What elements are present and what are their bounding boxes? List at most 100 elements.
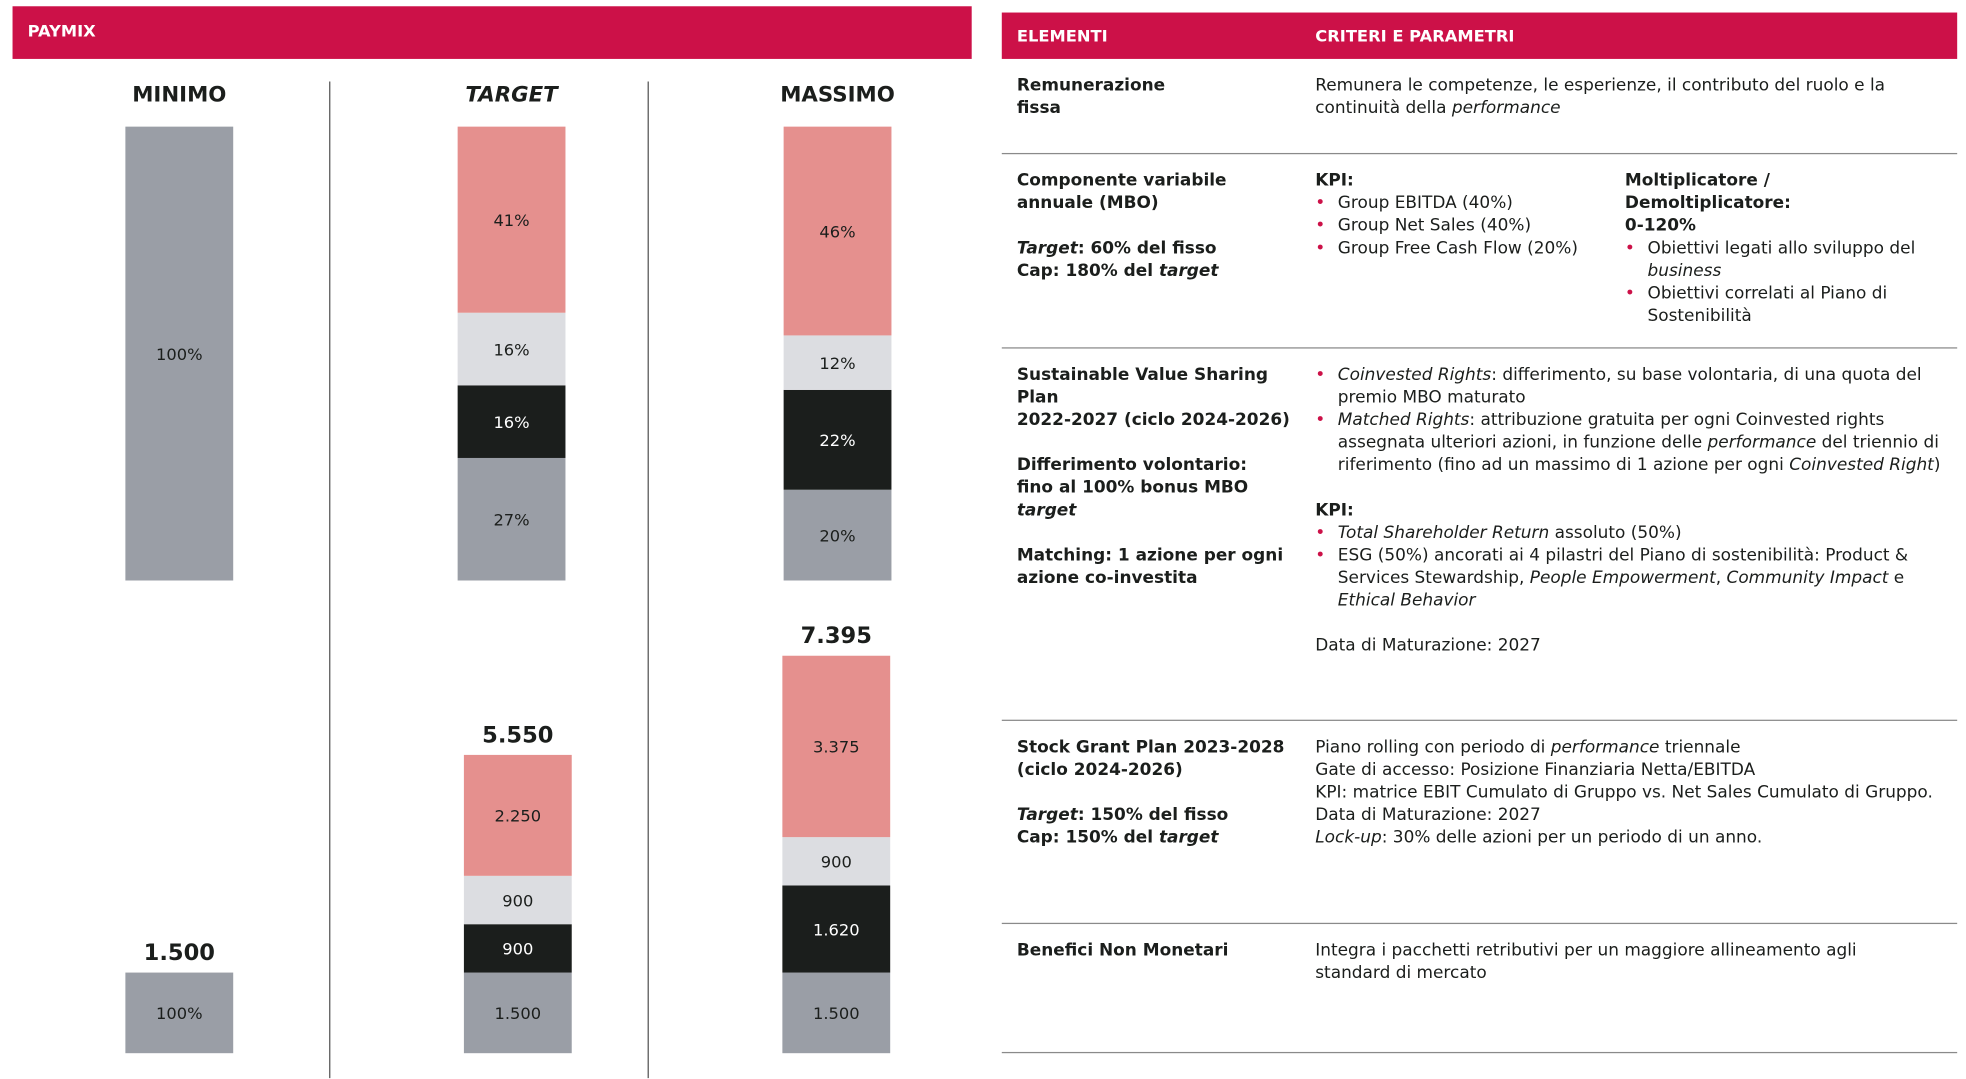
share-label: 16% (493, 413, 529, 432)
amount-label: 900 (502, 940, 533, 959)
criteria-cell: Coinvested Rights: differimento, su base… (1315, 364, 1942, 680)
paragraph: Componente variabile annuale (MBO) (1017, 169, 1299, 214)
paragraph: Data di Maturazione: 2027 (1315, 634, 1942, 657)
text: del triennio di riferimento (fino ad un … (1337, 432, 1939, 476)
paragraph: Integra i pacchetti retributivi per un m… (1315, 939, 1942, 984)
italic-text: target (1158, 260, 1219, 281)
bullet-list: Obiettivi legati allo sviluppo del busin… (1625, 237, 1916, 327)
text: KPI: (1315, 500, 1354, 521)
share-label: 12% (819, 354, 855, 373)
share-label: 20% (819, 526, 855, 545)
paragraph: Sustainable Value Sharing Plan 2022-2027… (1017, 364, 1299, 432)
italic-text: business (1647, 260, 1722, 281)
text: Group Free Cash Flow (20%) (1337, 238, 1578, 259)
share-segment (457, 126, 566, 313)
italic-text: target (1158, 827, 1219, 848)
text: KPI: (1315, 170, 1354, 191)
text: Piano rolling con periodo di (1315, 737, 1551, 758)
italic-text: Total Shareholder Return (1337, 522, 1550, 543)
amount-label: 1.500 (495, 1004, 542, 1023)
text: Obiettivi correlati al Piano di Sostenib… (1647, 283, 1888, 326)
criteria-cell: Moltiplicatore / Demoltiplicatore: 0-120… (1625, 169, 1916, 350)
text: ESG (50%) ancorati ai 4 pilastri del Pia… (1337, 545, 1909, 589)
header-cell: ELEMENTI (1016, 27, 1108, 47)
share-segment (457, 385, 566, 458)
element-cell: Componente variabile annuale (MBO) Target… (1017, 169, 1299, 304)
italic-text: performance (1550, 737, 1660, 758)
paragraph: Target: 60% del fisso Cap: 180% del targ… (1017, 237, 1299, 282)
text: Matching: 1 azione per ogni azione co-in… (1016, 545, 1284, 589)
criteria-cell: Remunera le competenze, le esperienze, i… (1315, 74, 1942, 142)
text: assoluto (50%) (1549, 522, 1682, 543)
text: Sustainable Value Sharing Plan 2022-2027… (1016, 364, 1290, 431)
paragraph: Piano rolling con periodo di performance… (1315, 736, 1942, 849)
criteria-cell: Piano rolling con periodo di performance… (1315, 736, 1942, 871)
amount-segment (782, 972, 891, 1054)
text: Data di Maturazione: 2027 (1315, 635, 1541, 656)
share-segment (783, 126, 892, 336)
share-segment (457, 457, 566, 581)
amount-segment (463, 924, 572, 973)
text: ) (1933, 455, 1941, 476)
bullet-item: Coinvested Rights: differimento, su base… (1315, 364, 1942, 409)
heading: KPI: (1315, 499, 1942, 522)
italic-text: Ethical Behavior (1337, 590, 1476, 611)
column-heading: MINIMO (132, 83, 226, 108)
total-label: 5.550 (482, 722, 553, 748)
italic-text: Target (1016, 804, 1078, 826)
paragraph: Target: 150% del fisso Cap: 150% del tar… (1017, 804, 1299, 849)
table-row: Componente variabile annuale (MBO) Target… (1001, 154, 1958, 350)
text: Benefici Non Monetari (1016, 940, 1229, 961)
paragraph: Remunerazione fissa (1017, 74, 1299, 119)
element-cell: Remunerazione fissa (1017, 74, 1299, 142)
bullet-list: Total Shareholder Return assoluto (50%)E… (1315, 522, 1942, 612)
bullet-item: Obiettivi correlati al Piano di Sostenib… (1625, 282, 1916, 327)
text: Obiettivi legati allo sviluppo del (1647, 238, 1916, 259)
total-label: 1.500 (144, 940, 215, 966)
italic-text: Community Impact (1726, 567, 1889, 589)
bullet-item: Group Net Sales (40%) (1315, 214, 1917, 237)
amount-segment (463, 754, 572, 876)
amount-segment (125, 972, 234, 1054)
paymix-header: PAYMIX (12, 6, 972, 59)
bullet-item: Matched Rights: attribuzione gratuita pe… (1315, 409, 1942, 477)
italic-text: Target (1016, 238, 1078, 259)
text: , (1715, 567, 1727, 589)
italic-text: Coinvested Rights (1337, 364, 1492, 385)
share-segment (125, 126, 234, 581)
paymix-title: PAYMIX (27, 22, 96, 42)
text: : 60% del fisso Cap: 180% del (1016, 238, 1217, 281)
italic-text: People Empowerment (1529, 567, 1716, 589)
italic-text: Coinvested Right (1789, 455, 1934, 476)
table-row: Stock Grant Plan 2023-2028 (ciclo 2024-2… (1001, 721, 1958, 925)
share-segment (457, 312, 566, 386)
bullet-item: Group EBITDA (40%) (1315, 192, 1917, 215)
criteria-cell: KPI:Group EBITDA (40%)Group Net Sales (4… (1315, 169, 1917, 282)
heading: KPI: (1315, 169, 1917, 192)
bullet-item: ESG (50%) ancorati ai 4 pilastri del Pia… (1315, 544, 1942, 612)
bullet-list: Coinvested Rights: differimento, su base… (1315, 364, 1942, 477)
paragraph: Remunera le competenze, le esperienze, i… (1315, 74, 1942, 119)
amount-label: 900 (821, 853, 852, 872)
paragraph: Differimento volontario: fino al 100% bo… (1017, 454, 1299, 522)
text: triennale Gate di accesso: Posizione Fin… (1315, 737, 1933, 826)
table-row: Sustainable Value Sharing Plan 2022-2027… (1001, 349, 1958, 721)
paymix-chart: MINIMO 100% 100% 1.500 TARGET 27% 16% 16% 41% 1.5… (125, 81, 895, 1079)
header-cell: CRITERI E PARAMETRI (1315, 27, 1515, 47)
amount-segment (463, 972, 572, 1054)
table-header: ELEMENTI CRITERI E PARAMETRI (1001, 12, 1958, 59)
text: e (1888, 567, 1905, 589)
element-cell: Sustainable Value Sharing Plan 2022-2027… (1017, 364, 1299, 612)
text: : 30% delle azioni per un periodo di un … (1381, 827, 1763, 848)
text: Integra i pacchetti retributivi per un m… (1315, 940, 1857, 983)
amount-label: 3.375 (813, 738, 860, 757)
bullet-list: Group EBITDA (40%)Group Net Sales (40%)G… (1315, 192, 1917, 260)
amount-segment (782, 885, 891, 973)
amount-label: 1.620 (813, 920, 860, 939)
paragraph: Benefici Non Monetari (1017, 939, 1299, 962)
total-label: 7.395 (801, 623, 872, 649)
paragraph: Stock Grant Plan 2023-2028 (ciclo 2024-2… (1017, 736, 1299, 781)
italic-text: performance (1451, 97, 1561, 118)
table-row: Benefici Non Monetari Integra i pacchetti… (1001, 924, 1958, 1054)
